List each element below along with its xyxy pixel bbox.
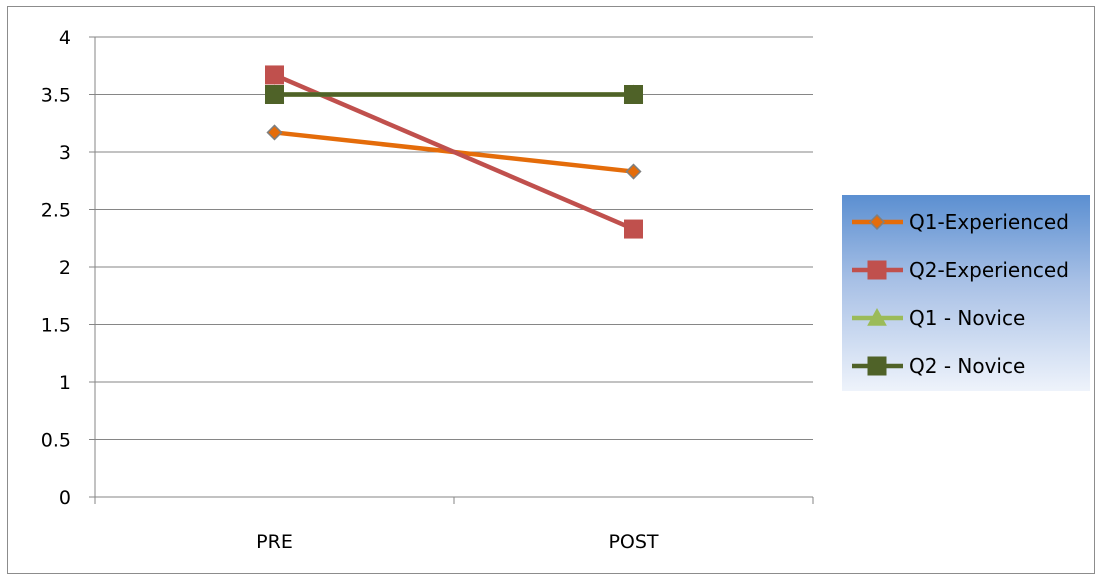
legend-entry: Q2 - Novice <box>852 354 1025 378</box>
legend-marker <box>867 356 887 376</box>
legend-label: Q1-Experienced <box>909 210 1069 234</box>
gridlines <box>95 36 813 498</box>
legend-entry: Q1 - Novice <box>852 306 1025 330</box>
legend-label: Q2-Experienced <box>909 258 1069 282</box>
x-tick-label: POST <box>608 531 658 553</box>
data-point-marker <box>265 85 284 104</box>
data-point-marker <box>625 163 642 180</box>
data-point-marker <box>624 85 643 104</box>
series-line <box>273 72 635 232</box>
legend-marker <box>867 307 887 326</box>
data-point-marker <box>266 124 283 141</box>
y-tick-label: 0 <box>59 487 71 509</box>
y-tick-label: 1.5 <box>41 315 71 337</box>
series-lines <box>264 65 644 239</box>
legend: Q1-Experienced Q2-Experienced Q1 - Novice Q… <box>842 195 1090 391</box>
x-tick-labels: PRE POST <box>256 531 659 553</box>
legend-entry: Q1-Experienced <box>852 210 1069 234</box>
legend-entry: Q2-Experienced <box>852 258 1069 282</box>
legend-marker <box>868 213 886 231</box>
legend-marker <box>867 260 887 280</box>
axes <box>89 36 814 504</box>
legend-label: Q2 - Novice <box>909 354 1025 378</box>
legend-label: Q1 - Novice <box>909 306 1025 330</box>
y-tick-label: 3 <box>59 142 71 164</box>
data-point-marker <box>624 219 643 239</box>
data-point-marker <box>265 65 284 85</box>
y-tick-label: 3.5 <box>41 85 71 107</box>
y-tick-label: 4 <box>59 27 71 49</box>
series-1 <box>265 65 643 239</box>
y-tick-label: 2.5 <box>41 200 71 222</box>
y-tick-labels: 0 0.5 1 1.5 2 2.5 3 3.5 4 <box>41 27 71 509</box>
y-tick-label: 0.5 <box>41 430 71 452</box>
y-tick-label: 1 <box>59 372 71 394</box>
series-3 <box>265 85 643 104</box>
x-tick-label: PRE <box>256 531 293 553</box>
y-tick-label: 2 <box>59 257 71 279</box>
